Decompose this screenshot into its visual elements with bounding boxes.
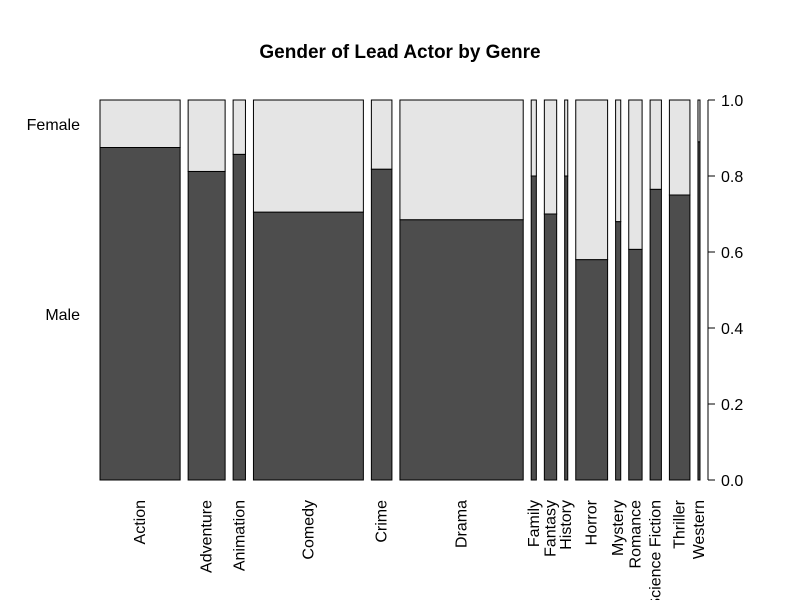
tile-female-action <box>99 99 181 148</box>
tile-female-horror <box>575 99 609 261</box>
tiles-group <box>99 99 701 481</box>
tile-female-history <box>564 99 569 177</box>
tile-male-thriller <box>668 194 691 481</box>
tile-male-western <box>697 141 701 481</box>
tile-male-action <box>99 147 181 481</box>
x-tick-label-history: History <box>558 500 575 550</box>
y-tick-label: 0.0 <box>721 473 743 490</box>
tile-female-comedy <box>252 99 364 213</box>
row-label-male: Male <box>45 307 80 324</box>
tile-male-fantasy <box>543 213 558 481</box>
x-tick-label-western: Western <box>691 500 708 559</box>
x-tick-label-romance: Romance <box>627 500 644 569</box>
tile-male-comedy <box>252 211 364 481</box>
y-tick-label: 0.8 <box>721 169 743 186</box>
y-axis: 0.0 0.2 0.4 0.6 0.8 1.0 <box>707 93 743 490</box>
x-axis-labels: Action Adventure Animation Comedy Crime Drama… <box>132 499 708 600</box>
tile-male-animation <box>232 153 246 481</box>
x-tick-label-comedy: Comedy <box>300 500 317 560</box>
y-tick-label: 0.2 <box>721 397 743 414</box>
y-tick-label: 1.0 <box>721 93 743 110</box>
y-tick-label: 0.6 <box>721 245 743 262</box>
tile-male-crime <box>370 168 393 481</box>
tile-female-mystery <box>615 99 622 223</box>
tile-male-science-fiction <box>649 188 662 481</box>
tile-male-horror <box>575 259 609 481</box>
tile-female-crime <box>370 99 393 170</box>
tile-female-drama <box>399 99 524 221</box>
tile-male-adventure <box>187 170 226 481</box>
x-tick-label-science-fiction: Science Fiction <box>648 500 665 600</box>
tile-female-romance <box>628 99 643 250</box>
tile-male-romance <box>628 248 643 481</box>
x-tick-label-thriller: Thriller <box>672 499 689 549</box>
tile-female-animation <box>232 99 246 155</box>
x-tick-label-fantasy: Fantasy <box>543 500 560 557</box>
row-label-female: Female <box>27 117 80 134</box>
tile-female-science-fiction <box>649 99 662 190</box>
x-tick-label-animation: Animation <box>231 500 248 571</box>
tile-female-western <box>697 99 701 143</box>
tile-female-adventure <box>187 99 226 172</box>
x-tick-label-action: Action <box>132 500 149 544</box>
tile-female-family <box>530 99 537 177</box>
tile-male-history <box>564 175 569 481</box>
y-tick-label: 0.4 <box>721 321 743 338</box>
x-tick-label-adventure: Adventure <box>199 500 216 573</box>
chart-title: Gender of Lead Actor by Genre <box>259 42 540 63</box>
x-tick-label-mystery: Mystery <box>610 500 627 556</box>
x-tick-label-horror: Horror <box>584 499 601 545</box>
x-tick-label-family: Family <box>526 500 543 547</box>
tile-female-thriller <box>668 99 691 196</box>
tile-male-mystery <box>615 221 622 481</box>
tile-male-family <box>530 175 537 481</box>
x-tick-label-drama: Drama <box>454 500 471 548</box>
x-tick-label-crime: Crime <box>374 500 391 543</box>
tile-female-fantasy <box>543 99 558 215</box>
tile-male-drama <box>399 219 524 481</box>
